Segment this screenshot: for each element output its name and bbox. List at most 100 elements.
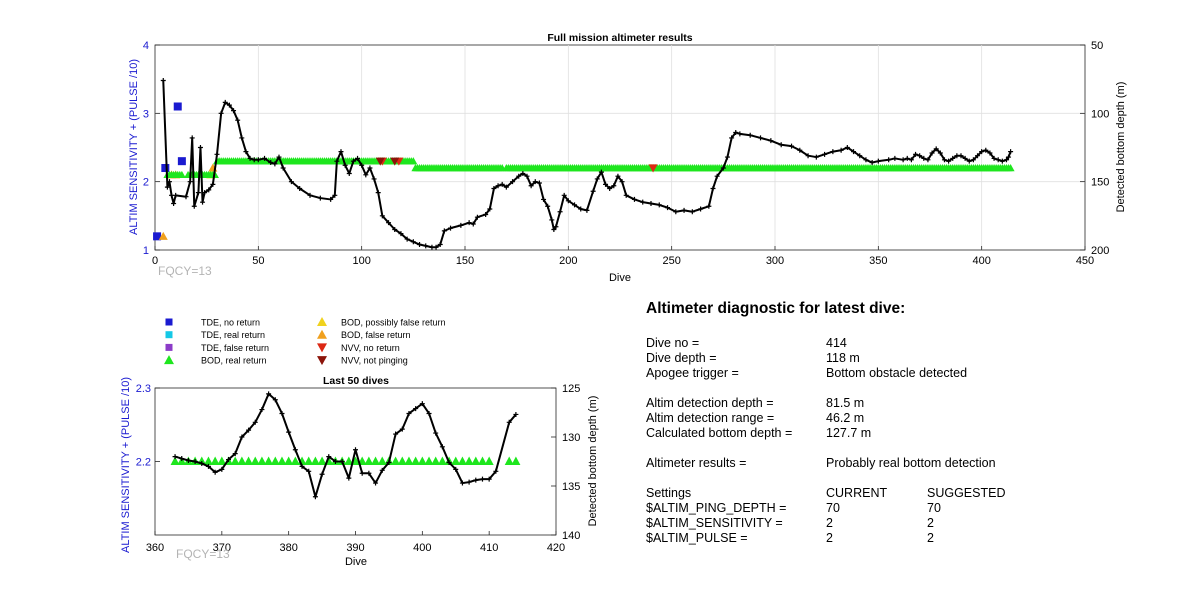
- top-depth-point: [545, 203, 551, 209]
- bottom-marker-bod-real-return: [451, 456, 461, 465]
- diagnostic-value: Probably real bottom detection: [826, 456, 996, 471]
- top-depth-point: [448, 225, 454, 231]
- top-depth-point: [375, 190, 381, 196]
- diagnostic-value: Bottom obstacle detected: [826, 366, 968, 381]
- top-depth-point: [183, 194, 189, 200]
- diagnostic-value: 81.5 m: [826, 396, 865, 411]
- bottom-marker-bod-real-return: [411, 456, 421, 465]
- top-depth-point: [346, 170, 352, 176]
- top-depth-point: [584, 207, 590, 213]
- diagnostic-label: Altim detection range =: [646, 411, 775, 426]
- top-depth-point: [166, 179, 172, 185]
- top-depth-point: [342, 162, 348, 168]
- bottom-marker-bod-real-return: [257, 456, 267, 465]
- bottom-y-tick-label-right: 140: [562, 530, 580, 542]
- top-x-tick-label: 150: [456, 255, 474, 267]
- bottom-x-tick-label: 400: [413, 542, 431, 554]
- top-depth-point: [886, 157, 892, 163]
- bottom-y-tick-label-left: 2.2: [136, 457, 151, 469]
- top-depth-point: [724, 154, 730, 160]
- top-depth-point: [851, 149, 857, 155]
- top-depth-point: [410, 239, 416, 245]
- bottom-depth-point: [493, 468, 499, 474]
- top-depth-point: [197, 145, 203, 150]
- bottom-marker-bod-real-return: [364, 456, 374, 465]
- top-depth-point: [995, 157, 1001, 163]
- bottom-depth-point: [299, 463, 305, 469]
- bottom-depth-point: [426, 410, 432, 416]
- diagnostic-label: $ALTIM_PING_DEPTH =: [646, 501, 787, 515]
- legend: TDE, no return TDE, real return TDE, false…: [164, 317, 446, 366]
- legend-marker-nvv-not-pinging: [317, 356, 327, 366]
- diagnostic-value: 2: [826, 531, 833, 546]
- bottom-depth-point: [212, 469, 218, 475]
- bottom-x-tick-label: 390: [346, 542, 364, 554]
- diagnostic-label: Apogee trigger =: [646, 366, 739, 381]
- top-depth-point: [553, 224, 559, 230]
- top-depth-point: [631, 196, 637, 202]
- top-depth-point: [805, 153, 811, 159]
- top-plot-area: [154, 44, 1086, 251]
- top-depth-point: [557, 209, 563, 215]
- top-depth-point: [908, 157, 914, 163]
- bottom-marker-bod-real-return: [424, 456, 434, 465]
- bottom-depth-point: [373, 480, 379, 486]
- diagnostic-value: 46.2 m: [826, 411, 865, 426]
- diagnostic-row: Settings CURRENT SUGGESTED: [646, 486, 1186, 501]
- top-depth-point: [768, 138, 774, 144]
- top-depth-point: [822, 151, 828, 157]
- top-depth-point: [648, 201, 654, 207]
- top-depth-point: [470, 221, 476, 227]
- bottom-depth-point: [406, 410, 412, 416]
- top-depth-point: [838, 147, 844, 153]
- bottom-x-tick-label: 360: [146, 542, 164, 554]
- top-depth-point: [359, 162, 365, 168]
- top-depth-point: [904, 155, 910, 161]
- top-depth-point: [594, 176, 600, 182]
- top-depth-point: [214, 151, 220, 157]
- top-x-tick-label: 350: [869, 255, 887, 267]
- diagnostic-rows: Dive no = 414 Dive depth = 118 m Apogee trig…: [646, 336, 1186, 547]
- top-depth-point: [350, 158, 356, 164]
- top-depth-point: [619, 179, 625, 185]
- top-y-tick-label-left: 3: [143, 108, 149, 120]
- top-depth-point: [673, 209, 679, 215]
- bottom-depth-point: [459, 480, 465, 486]
- diagnostic-row: Altim detection depth = 81.5 m: [646, 396, 1186, 411]
- bottom-y-axis-label-right: Detected bottom depth (m): [587, 396, 599, 527]
- diagnostic-spacer: [646, 382, 1186, 397]
- legend-label: TDE, no return: [201, 318, 260, 328]
- top-depth-point: [483, 211, 489, 217]
- top-y-tick-label-right: 150: [1091, 177, 1109, 189]
- top-depth-point: [979, 149, 985, 155]
- diagnostic-value: 2: [826, 516, 833, 531]
- top-depth-point: [187, 179, 193, 185]
- bottom-chart: Last 50 dives 360 370 380 390 400 410 420 2.2 2.…: [120, 375, 599, 568]
- legend-label: NVV, no return: [341, 343, 400, 353]
- diagnostic-row: Altimeter results = Probably real bottom …: [646, 456, 1186, 471]
- top-depth-point: [276, 154, 282, 160]
- top-depth-point: [1003, 157, 1009, 163]
- top-depth-point: [458, 222, 464, 228]
- bottom-depth-point: [419, 401, 425, 407]
- top-depth-point: [933, 146, 939, 152]
- top-depth-point: [714, 173, 720, 179]
- top-depth-point: [565, 198, 571, 204]
- bottom-depth-point: [266, 391, 272, 397]
- bottom-depth-point: [473, 477, 479, 483]
- diagnostic-title: Altimeter diagnostic for latest dive:: [646, 300, 906, 317]
- bottom-depth-point: [286, 429, 292, 435]
- top-depth-point: [572, 202, 578, 208]
- top-depth-point: [332, 192, 338, 198]
- top-depth-point: [222, 99, 228, 105]
- top-depth-point: [417, 242, 423, 248]
- top-depth-point: [247, 155, 253, 161]
- bottom-marker-bod-real-return: [230, 456, 240, 465]
- diagnostic-suggested-value: 2: [927, 516, 934, 531]
- top-depth-point: [202, 190, 208, 196]
- top-depth-point: [789, 143, 795, 149]
- bottom-depth-point: [453, 466, 459, 472]
- top-depth-point: [392, 227, 398, 232]
- top-depth-point: [423, 243, 429, 249]
- bottom-x-axis-label: Dive: [345, 556, 367, 568]
